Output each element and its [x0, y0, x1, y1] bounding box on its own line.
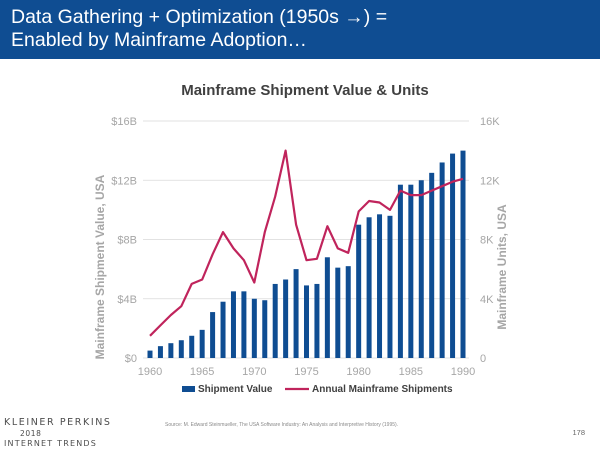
brand-name: KLEINER PERKINS — [4, 417, 112, 428]
bar — [304, 285, 309, 358]
lines — [149, 149, 464, 337]
slide-title-line-1: Data Gathering + Optimization (1950s →) … — [11, 6, 388, 28]
legend-swatch-bar — [182, 386, 195, 392]
bar — [335, 267, 341, 358]
bar — [408, 184, 414, 358]
y-tick-label-left: $16B — [111, 116, 137, 128]
y-tick-label-left: $8B — [117, 235, 137, 247]
x-tick-label: 1960 — [138, 366, 162, 378]
bar — [450, 153, 456, 358]
bar — [168, 343, 174, 358]
legend-label: Shipment Value — [198, 384, 273, 395]
source-note: Source: M. Edward Steinmueller, The USA … — [165, 422, 399, 428]
bar — [283, 279, 289, 358]
y-tick-label-left: $4B — [117, 294, 137, 306]
bar — [314, 283, 320, 358]
page-number: 178 — [572, 428, 585, 437]
bar — [460, 150, 466, 358]
bar — [293, 269, 299, 358]
x-tick-label: 1985 — [399, 366, 423, 378]
bar — [189, 335, 195, 358]
bar — [210, 312, 216, 358]
bar — [356, 224, 362, 358]
y-tick-label-right: 8K — [480, 235, 494, 247]
brand-subtitle: INTERNET TRENDS — [4, 439, 98, 448]
y-tick-label-left: $12B — [111, 175, 137, 187]
bar — [397, 184, 403, 358]
series-line — [149, 149, 464, 337]
bar — [241, 291, 247, 358]
bar — [429, 172, 435, 358]
y-tick-label-right: 0 — [480, 353, 486, 365]
bar — [345, 266, 351, 358]
bar — [262, 300, 268, 358]
bar — [377, 214, 383, 358]
bar — [199, 329, 205, 358]
gridlines — [143, 120, 469, 359]
bar — [324, 257, 330, 358]
bar — [387, 215, 393, 358]
brand-year: 2018 — [20, 429, 42, 438]
slide-title-line-2: Enabled by Mainframe Adoption… — [11, 29, 307, 51]
bar — [439, 162, 445, 358]
bar — [178, 340, 184, 358]
bar — [157, 346, 163, 358]
y-tick-label-left: $0 — [125, 353, 137, 365]
slide-header: Data Gathering + Optimization (1950s →) … — [0, 0, 600, 59]
chart-legend: Shipment Value Annual Mainframe Shipments — [182, 384, 453, 395]
y-axis-label-right: Mainframe Units, USA — [495, 204, 509, 330]
bar — [272, 283, 278, 358]
bar — [251, 298, 257, 358]
x-tick-label: 1965 — [190, 366, 214, 378]
bars — [147, 150, 466, 358]
tick-labels: $0 $4B $8B $12B $16B 0 4K 8K 12K 16K 1960 1965 1970 1… — [111, 116, 500, 378]
bar — [418, 180, 424, 358]
bar — [230, 291, 236, 358]
y-tick-label-right: 12K — [480, 175, 500, 187]
bar — [220, 301, 226, 358]
x-tick-label: 1970 — [242, 366, 266, 378]
bar — [366, 217, 372, 358]
legend-label: Annual Mainframe Shipments — [312, 384, 453, 395]
x-tick-label: 1990 — [451, 366, 475, 378]
mainframe-chart: Mainframe Shipment Value & Units $0 $4B $8… — [93, 82, 509, 395]
y-axis-label-left: Mainframe Shipment Value, USA — [93, 174, 107, 359]
y-tick-label-right: 4K — [480, 294, 494, 306]
x-tick-label: 1975 — [294, 366, 318, 378]
y-tick-label-right: 16K — [480, 116, 500, 128]
x-tick-label: 1980 — [346, 366, 370, 378]
bar — [147, 350, 153, 358]
chart-title: Mainframe Shipment Value & Units — [181, 82, 429, 99]
